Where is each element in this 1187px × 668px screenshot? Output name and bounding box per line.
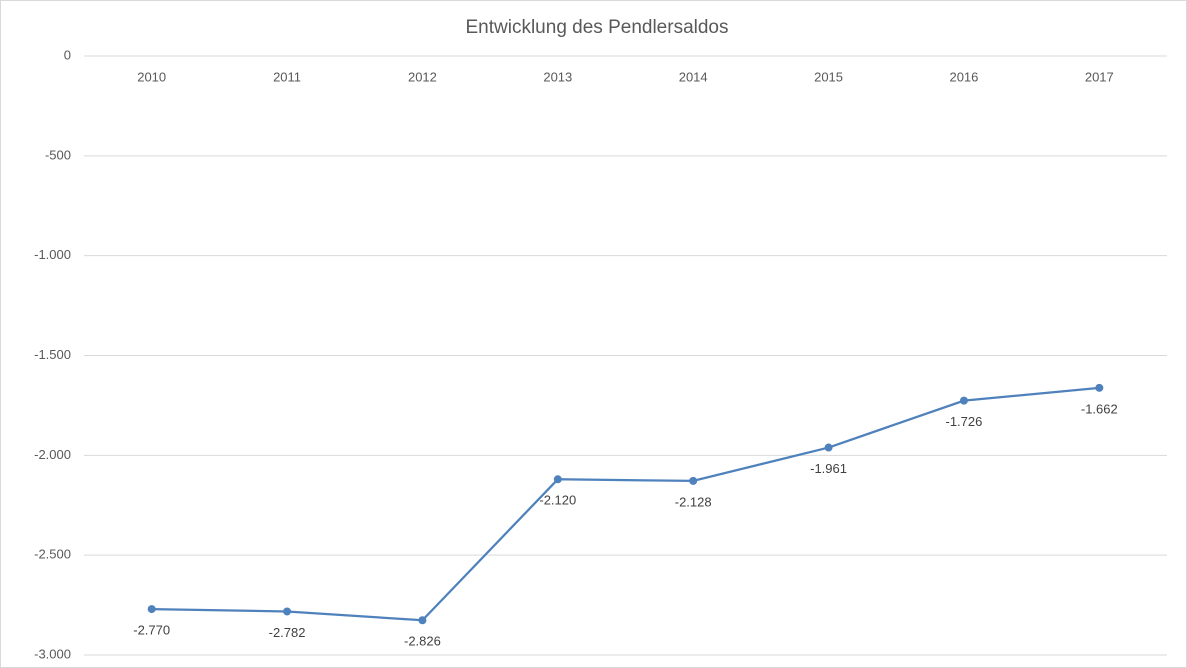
data-point: [959, 396, 968, 405]
data-label: -1.961: [810, 461, 847, 476]
x-tick-label: 2014: [679, 69, 708, 84]
x-tick-label: 2015: [814, 69, 843, 84]
y-tick-label: -1.000: [34, 247, 71, 262]
data-label: -2.826: [404, 634, 441, 649]
x-tick-label: 2010: [137, 69, 166, 84]
data-point: [824, 443, 833, 452]
y-tick-label: -2.000: [34, 447, 71, 462]
x-tick-label: 2017: [1085, 69, 1114, 84]
data-point: [689, 476, 698, 485]
x-tick-label: 2012: [408, 69, 437, 84]
x-tick-label: 2016: [949, 69, 978, 84]
x-tick-label: 2013: [543, 69, 572, 84]
y-tick-label: -1.500: [34, 347, 71, 362]
data-label: -2.770: [133, 623, 170, 638]
data-label: -2.128: [675, 494, 712, 509]
data-label: -1.726: [946, 414, 983, 429]
data-point: [418, 616, 427, 625]
y-tick-label: -3.000: [34, 646, 71, 661]
data-label: -2.782: [269, 625, 306, 640]
chart-title: Entwicklung des Pendlersaldos: [466, 17, 729, 38]
y-tick-label: -500: [45, 147, 71, 162]
series-line: [151, 386, 1100, 622]
data-point: [283, 607, 292, 616]
data-point: [1095, 383, 1104, 392]
data-point: [553, 475, 562, 484]
y-tick-label: 0: [64, 47, 71, 62]
data-label: -1.662: [1081, 401, 1118, 416]
y-tick-label: -2.500: [34, 547, 71, 562]
data-label: -2.120: [539, 493, 576, 508]
data-point: [147, 605, 156, 614]
x-tick-label: 2011: [273, 69, 301, 84]
